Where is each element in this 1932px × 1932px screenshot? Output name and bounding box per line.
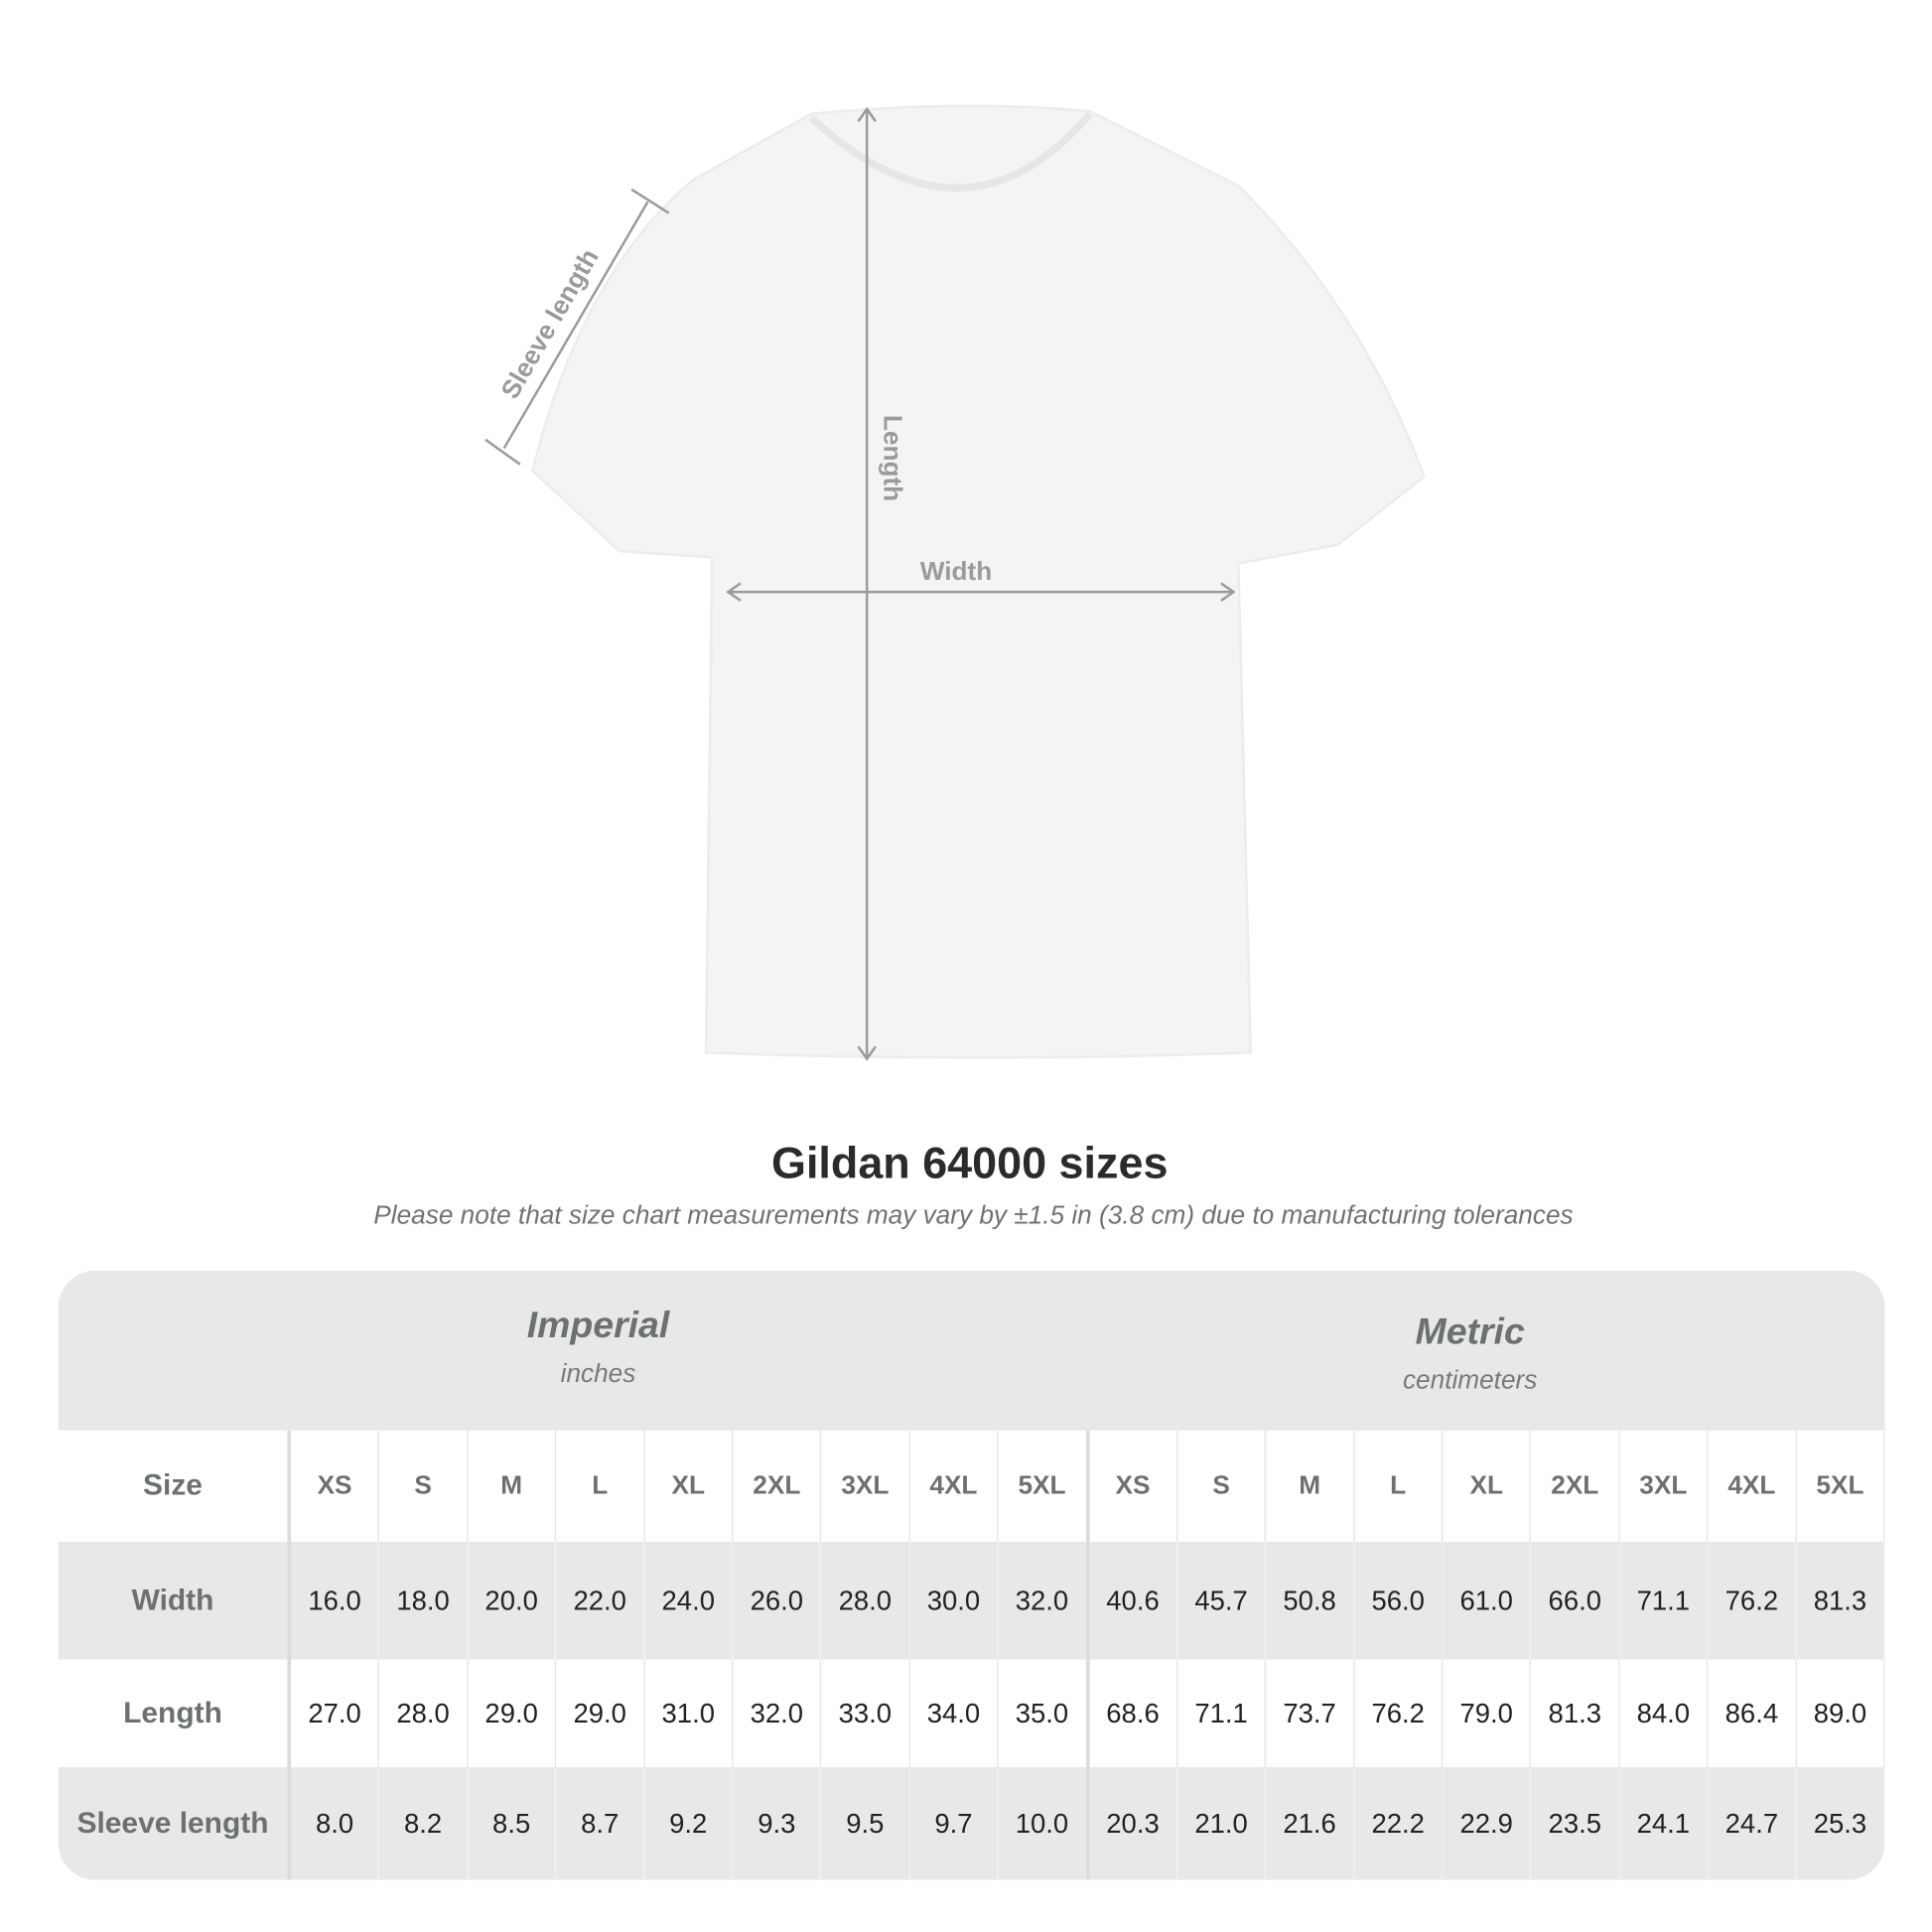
metric-value-cell: 22.2 (1354, 1767, 1444, 1880)
chart-title: Gildan 64000 sizes (771, 1137, 1169, 1188)
imperial-value-cell: 28.0 (821, 1542, 910, 1660)
imperial-size-header: 4XL (910, 1430, 999, 1543)
row-label: Width (59, 1542, 292, 1660)
imperial-value-cell: 9.7 (910, 1767, 999, 1880)
metric-header: Metric centimeters (1222, 1311, 1718, 1396)
row-label: Size (59, 1430, 292, 1543)
metric-value-cell: 81.3 (1797, 1542, 1885, 1660)
metric-size-header: 5XL (1797, 1430, 1885, 1543)
size-row: Size XS S M L XL 2XL 3XL 4XL 5XL XS S M L XL 2XL 3XL 4XL 5… (59, 1430, 1885, 1543)
imperial-size-header: XS (291, 1430, 380, 1543)
imperial-value-cell: 29.0 (468, 1659, 557, 1768)
metric-size-header: S (1177, 1430, 1267, 1543)
imperial-value-cell: 16.0 (291, 1542, 380, 1660)
metric-value-cell: 71.1 (1177, 1659, 1267, 1768)
imperial-size-header: 3XL (821, 1430, 910, 1543)
metric-size-header: M (1266, 1430, 1355, 1543)
metric-value-cell: 68.6 (1089, 1659, 1178, 1768)
metric-value-cell: 66.0 (1531, 1542, 1620, 1660)
table-row: Sleeve length 8.0 8.2 8.5 8.7 9.2 9.3 9.5 9.7 10.… (58, 1767, 1885, 1880)
table-header: Imperial inches Metric centimeters (58, 1270, 1885, 1431)
imperial-value-cell: 9.3 (733, 1767, 822, 1880)
imperial-size-header: 2XL (733, 1430, 822, 1543)
imperial-value-cell: 32.0 (999, 1542, 1090, 1660)
metric-value-cell: 61.0 (1443, 1542, 1532, 1660)
metric-value-cell: 40.6 (1089, 1542, 1178, 1660)
row-label: Length (59, 1659, 292, 1768)
metric-title: Metric (1415, 1311, 1525, 1353)
imperial-header: Imperial inches (350, 1306, 846, 1390)
imperial-value-cell: 28.0 (379, 1659, 469, 1768)
metric-value-cell: 25.3 (1797, 1767, 1885, 1880)
imperial-value-cell: 20.0 (468, 1542, 557, 1660)
width-label: Width (920, 556, 992, 586)
imperial-value-cell: 31.0 (644, 1659, 734, 1768)
metric-value-cell: 24.7 (1708, 1767, 1797, 1880)
tshirt-image (530, 104, 1426, 1059)
imperial-value-cell: 35.0 (999, 1659, 1090, 1768)
tshirt-diagram: Width Length Sleeve length (484, 104, 1426, 1061)
imperial-value-cell: 29.0 (556, 1659, 645, 1768)
imperial-size-header: M (468, 1430, 557, 1543)
imperial-value-cell: 9.2 (644, 1767, 734, 1880)
imperial-value-cell: 33.0 (821, 1659, 910, 1768)
imperial-value-cell: 8.2 (379, 1767, 469, 1880)
measurement-arrows (484, 106, 1236, 1061)
metric-value-cell: 24.1 (1619, 1767, 1709, 1880)
imperial-value-cell: 30.0 (910, 1542, 999, 1660)
imperial-size-header: S (379, 1430, 469, 1543)
metric-value-cell: 71.1 (1619, 1542, 1709, 1660)
imperial-value-cell: 8.7 (556, 1767, 645, 1880)
imperial-value-cell: 22.0 (556, 1542, 645, 1660)
metric-value-cell: 84.0 (1619, 1659, 1709, 1768)
size-table: Imperial inches Metric centimeters Size X… (58, 1270, 1885, 1880)
table-row: Length 27.0 28.0 29.0 29.0 31.0 32.0 33.0 34.0 35… (59, 1659, 1885, 1768)
imperial-value-cell: 8.5 (468, 1767, 557, 1880)
metric-value-cell: 76.2 (1708, 1542, 1797, 1660)
imperial-size-header: L (556, 1430, 645, 1543)
imperial-value-cell: 10.0 (999, 1767, 1090, 1880)
metric-size-header: 3XL (1619, 1430, 1709, 1543)
tolerance-note: Please note that size chart measurements… (373, 1200, 1574, 1230)
imperial-size-header: XL (644, 1430, 734, 1543)
metric-value-cell: 45.7 (1177, 1542, 1267, 1660)
metric-value-cell: 22.9 (1443, 1767, 1532, 1880)
metric-size-header: XL (1443, 1430, 1532, 1543)
metric-value-cell: 21.0 (1177, 1767, 1267, 1880)
metric-value-cell: 73.7 (1266, 1659, 1355, 1768)
length-label: Length (879, 415, 908, 501)
row-label: Sleeve length (59, 1767, 292, 1880)
metric-size-header: 4XL (1708, 1430, 1797, 1543)
imperial-value-cell: 24.0 (644, 1542, 734, 1660)
metric-size-header: XS (1089, 1430, 1178, 1543)
imperial-title: Imperial (526, 1305, 670, 1346)
imperial-value-cell: 26.0 (733, 1542, 822, 1660)
metric-value-cell: 50.8 (1266, 1542, 1355, 1660)
table-row: Width 16.0 18.0 20.0 22.0 24.0 26.0 28.0 30.0 32.… (58, 1542, 1885, 1660)
metric-value-cell: 89.0 (1797, 1659, 1885, 1768)
imperial-size-header: 5XL (999, 1430, 1090, 1543)
metric-value-cell: 23.5 (1531, 1767, 1620, 1880)
imperial-value-cell: 8.0 (291, 1767, 380, 1880)
imperial-value-cell: 18.0 (379, 1542, 469, 1660)
metric-value-cell: 56.0 (1354, 1542, 1444, 1660)
metric-value-cell: 76.2 (1354, 1659, 1444, 1768)
metric-value-cell: 79.0 (1443, 1659, 1532, 1768)
imperial-unit: inches (560, 1359, 636, 1389)
metric-value-cell: 81.3 (1531, 1659, 1620, 1768)
imperial-value-cell: 27.0 (291, 1659, 380, 1768)
metric-value-cell: 20.3 (1089, 1767, 1178, 1880)
metric-size-header: L (1354, 1430, 1444, 1543)
metric-value-cell: 21.6 (1266, 1767, 1355, 1880)
metric-value-cell: 86.4 (1708, 1659, 1797, 1768)
imperial-value-cell: 9.5 (821, 1767, 910, 1880)
imperial-value-cell: 32.0 (733, 1659, 822, 1768)
metric-size-header: 2XL (1531, 1430, 1620, 1543)
metric-unit: centimeters (1402, 1365, 1538, 1395)
imperial-value-cell: 34.0 (910, 1659, 999, 1768)
